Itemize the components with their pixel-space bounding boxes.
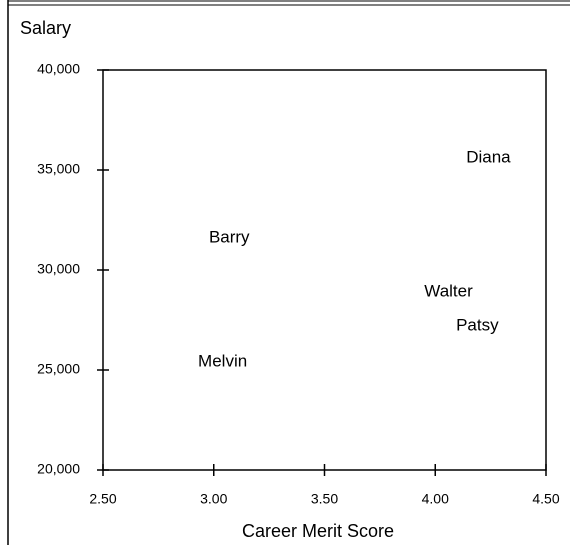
x-tick-label: 4.00 [422,491,449,507]
x-tick-label: 4.50 [532,491,559,507]
plot-frame [102,69,547,471]
point-label: Patsy [456,315,499,334]
y-tick-label: 25,000 [37,361,80,377]
point-label: Walter [424,281,473,300]
point-label: Barry [209,227,250,246]
y-tick-label: 20,000 [37,461,80,477]
point-label: Melvin [198,351,247,370]
x-tick-label: 2.50 [89,491,116,507]
point-label: Diana [466,147,511,166]
x-tick-label: 3.00 [200,491,227,507]
y-tick-label: 35,000 [37,161,80,177]
x-tick-label: 3.50 [311,491,338,507]
y-axis-title: Salary [20,18,71,38]
y-tick-label: 30,000 [37,261,80,277]
y-tick-label: 40,000 [37,61,80,77]
x-axis-title: Career Merit Score [242,521,394,541]
